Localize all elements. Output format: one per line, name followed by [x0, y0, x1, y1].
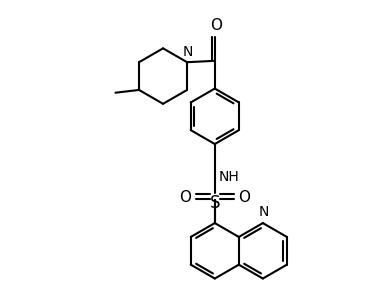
Text: N: N: [183, 45, 193, 59]
Text: O: O: [210, 18, 222, 33]
Text: O: O: [179, 190, 191, 205]
Text: N: N: [259, 205, 269, 219]
Text: NH: NH: [218, 170, 239, 183]
Text: S: S: [210, 193, 220, 212]
Text: O: O: [238, 190, 251, 205]
